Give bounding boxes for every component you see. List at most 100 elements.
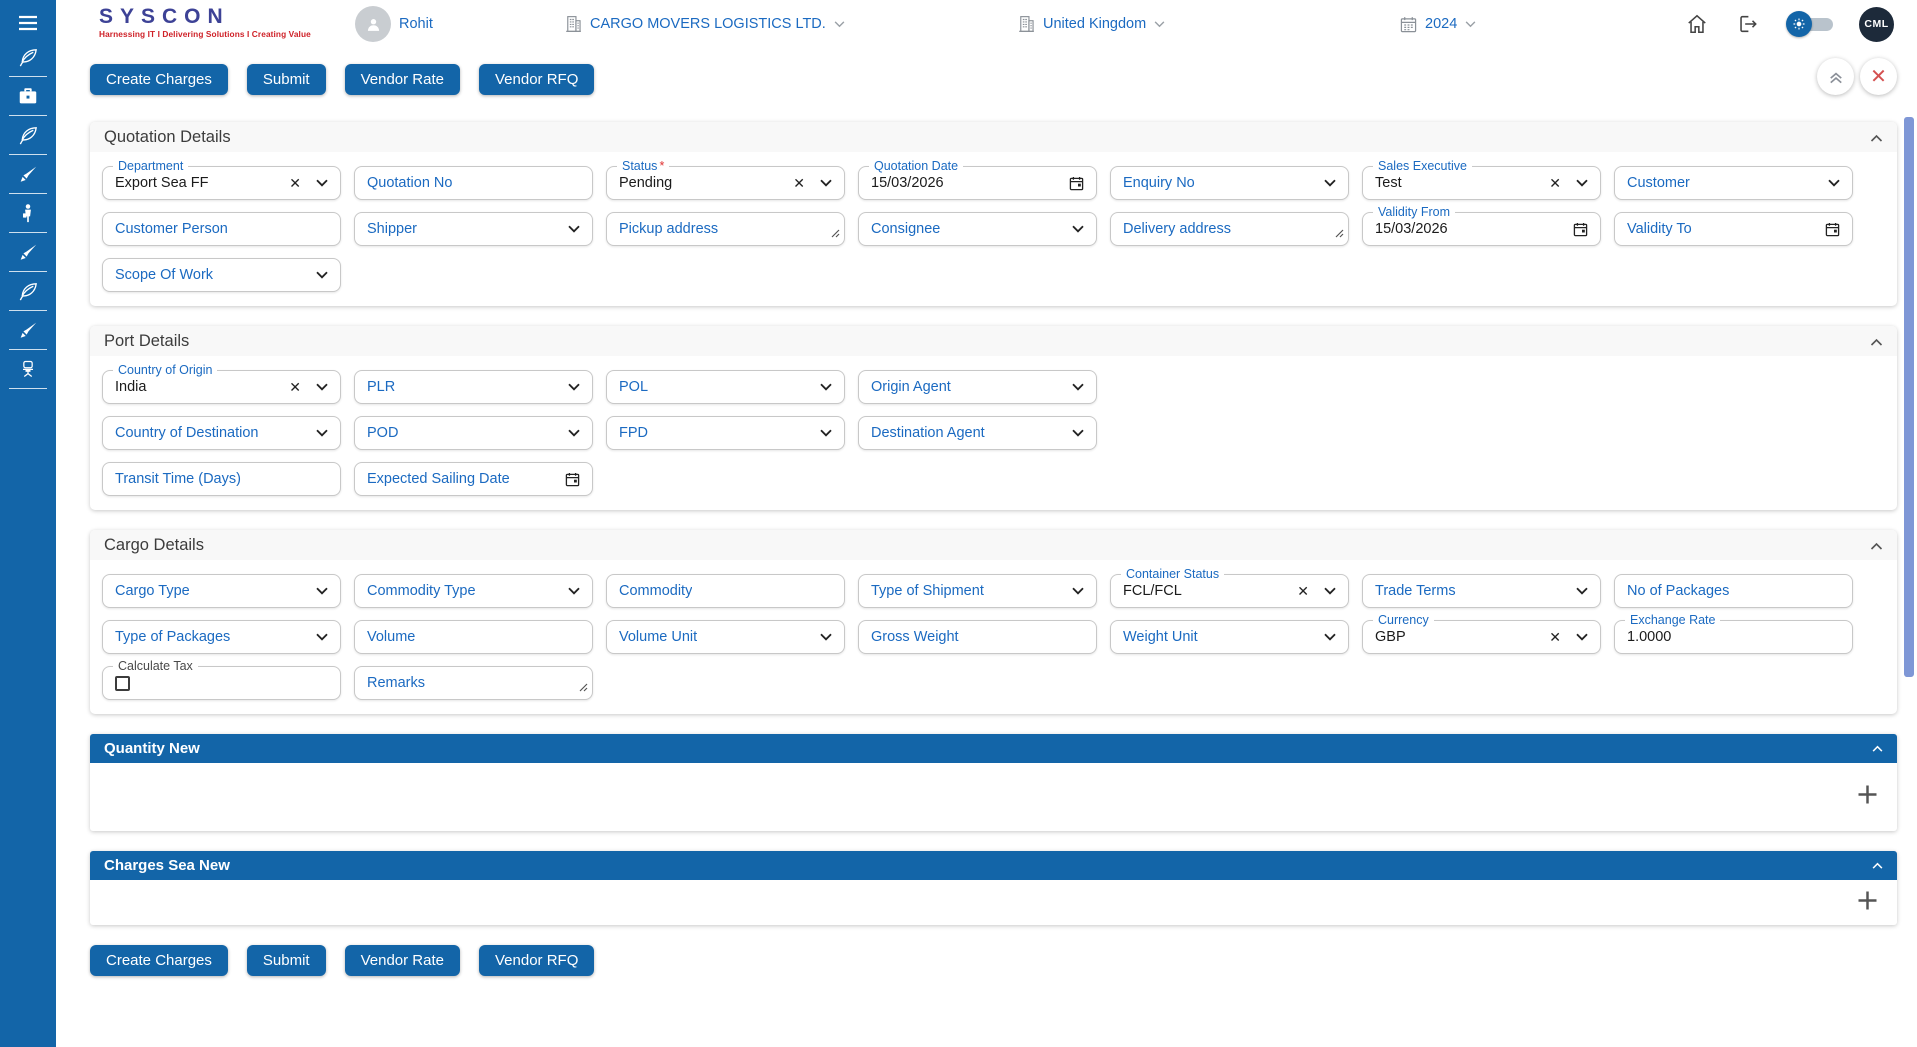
field-no-of-packages[interactable]: No of Packages	[1614, 574, 1853, 608]
add-charges-row-button[interactable]	[1854, 887, 1881, 919]
chevron-down-icon[interactable]	[316, 383, 328, 391]
field-expected-sailing-date[interactable]: Expected Sailing Date	[354, 462, 593, 496]
sidebar-item-8-pen[interactable]	[0, 315, 56, 345]
field-currency[interactable]: Currency GBP ✕	[1362, 612, 1601, 654]
clear-icon[interactable]: ✕	[289, 175, 301, 191]
clear-icon[interactable]: ✕	[1297, 583, 1309, 599]
profile-menu[interactable]: CML	[1859, 0, 1894, 48]
chevron-down-icon[interactable]	[568, 587, 580, 595]
field-transit-time-days[interactable]: Transit Time (Days)	[102, 462, 341, 496]
field-remarks[interactable]: Remarks	[354, 666, 593, 700]
collapse-section-icon[interactable]	[1870, 134, 1883, 142]
chevron-down-icon[interactable]	[316, 179, 328, 187]
chevron-down-icon[interactable]	[1324, 587, 1336, 595]
collapse-all-button[interactable]	[1817, 58, 1854, 95]
chevron-down-icon[interactable]	[820, 633, 832, 641]
menu-toggle[interactable]	[0, 8, 56, 38]
field-gross-weight[interactable]: Gross Weight	[858, 620, 1097, 654]
clear-icon[interactable]: ✕	[1549, 175, 1561, 191]
sidebar-item-3-leaf[interactable]	[0, 120, 56, 150]
chevron-down-icon[interactable]	[1324, 179, 1336, 187]
chevron-down-icon[interactable]	[820, 179, 832, 187]
field-customer[interactable]: Customer	[1614, 166, 1853, 200]
field-pol[interactable]: POL	[606, 370, 845, 404]
chevron-down-icon[interactable]	[316, 587, 328, 595]
chevron-down-icon[interactable]	[568, 383, 580, 391]
field-exchange-rate[interactable]: Exchange Rate 1.0000	[1614, 612, 1853, 654]
chevron-down-icon[interactable]	[568, 429, 580, 437]
field-sales-executive[interactable]: Sales Executive Test ✕	[1362, 158, 1601, 200]
company-selector[interactable]: CARGO MOVERS LOGISTICS LTD.	[565, 0, 845, 48]
home-button[interactable]	[1686, 0, 1708, 48]
sidebar-item-5-person[interactable]	[0, 198, 56, 228]
sidebar-item-7-leaf[interactable]	[0, 276, 56, 306]
chevron-down-icon[interactable]	[1072, 383, 1084, 391]
logout-button[interactable]	[1736, 0, 1758, 48]
field-department[interactable]: Department Export Sea FF ✕	[102, 158, 341, 200]
chevron-down-icon[interactable]	[1576, 179, 1588, 187]
clear-icon[interactable]: ✕	[793, 175, 805, 191]
field-commodity[interactable]: Commodity	[606, 574, 845, 608]
calendar-icon[interactable]	[1069, 176, 1084, 191]
field-status[interactable]: Status * Pending ✕	[606, 158, 845, 200]
vendor-rfq-button[interactable]: Vendor RFQ	[478, 64, 595, 95]
field-validity-from[interactable]: Validity From 15/03/2026	[1362, 204, 1601, 246]
field-country-of-destination[interactable]: Country of Destination	[102, 416, 341, 450]
chevron-down-icon[interactable]	[1576, 587, 1588, 595]
chevron-down-icon[interactable]	[820, 429, 832, 437]
year-selector[interactable]: 2024	[1400, 0, 1476, 48]
theme-toggle[interactable]	[1786, 0, 1834, 48]
field-customer-person[interactable]: Customer Person	[102, 212, 341, 246]
field-type-of-shipment[interactable]: Type of Shipment	[858, 574, 1097, 608]
chevron-down-icon[interactable]	[1324, 633, 1336, 641]
field-commodity-type[interactable]: Commodity Type	[354, 574, 593, 608]
field-destination-agent[interactable]: Destination Agent	[858, 416, 1097, 450]
field-weight-unit[interactable]: Weight Unit	[1110, 620, 1349, 654]
country-selector[interactable]: United Kingdom	[1018, 0, 1165, 48]
collapse-section-icon[interactable]	[1870, 338, 1883, 346]
field-fpd[interactable]: FPD	[606, 416, 845, 450]
field-origin-agent[interactable]: Origin Agent	[858, 370, 1097, 404]
add-quantity-row-button[interactable]	[1854, 781, 1881, 813]
chevron-down-icon[interactable]	[1072, 587, 1084, 595]
collapse-section-icon[interactable]	[1870, 542, 1883, 550]
submit-button[interactable]: Submit	[246, 64, 326, 95]
sidebar-item-9-chair[interactable]	[0, 354, 56, 384]
field-plr[interactable]: PLR	[354, 370, 593, 404]
syscon-logo[interactable]: SYSCON Harnessing IT I Delivering Soluti…	[99, 6, 311, 39]
field-consignee[interactable]: Consignee	[858, 212, 1097, 246]
vendor-rate-button[interactable]: Vendor Rate	[344, 945, 460, 976]
chevron-down-icon[interactable]	[1072, 225, 1084, 233]
field-calculate-tax[interactable]: Calculate Tax	[102, 658, 341, 700]
chevron-down-icon[interactable]	[316, 271, 328, 279]
calendar-icon[interactable]	[565, 472, 580, 487]
chevron-down-icon[interactable]	[316, 633, 328, 641]
vertical-scrollbar-thumb[interactable]	[1904, 117, 1914, 677]
sidebar-item-4-pen[interactable]	[0, 159, 56, 189]
field-quotation-no[interactable]: Quotation No	[354, 166, 593, 200]
user-menu[interactable]: Rohit	[355, 0, 433, 48]
collapse-section-icon[interactable]	[1872, 862, 1883, 869]
field-pod[interactable]: POD	[354, 416, 593, 450]
collapse-section-icon[interactable]	[1872, 745, 1883, 752]
chevron-down-icon[interactable]	[568, 225, 580, 233]
chevron-down-icon[interactable]	[1576, 633, 1588, 641]
field-cargo-type[interactable]: Cargo Type	[102, 574, 341, 608]
sidebar-item-2-briefcase[interactable]	[0, 81, 56, 111]
field-enquiry-no[interactable]: Enquiry No	[1110, 166, 1349, 200]
chevron-down-icon[interactable]	[820, 383, 832, 391]
field-trade-terms[interactable]: Trade Terms	[1362, 574, 1601, 608]
chevron-down-icon[interactable]	[1828, 179, 1840, 187]
calendar-icon[interactable]	[1825, 222, 1840, 237]
chevron-down-icon[interactable]	[1072, 429, 1084, 437]
create-charges-button[interactable]: Create Charges	[90, 64, 228, 95]
field-volume-unit[interactable]: Volume Unit	[606, 620, 845, 654]
create-charges-button[interactable]: Create Charges	[90, 945, 228, 976]
field-pickup-address[interactable]: Pickup address	[606, 212, 845, 246]
clear-icon[interactable]: ✕	[289, 379, 301, 395]
field-quotation-date[interactable]: Quotation Date 15/03/2026	[858, 158, 1097, 200]
field-scope-of-work[interactable]: Scope Of Work	[102, 258, 341, 292]
field-country-of-origin[interactable]: Country of Origin India ✕	[102, 362, 341, 404]
field-type-of-packages[interactable]: Type of Packages	[102, 620, 341, 654]
chevron-down-icon[interactable]	[316, 429, 328, 437]
